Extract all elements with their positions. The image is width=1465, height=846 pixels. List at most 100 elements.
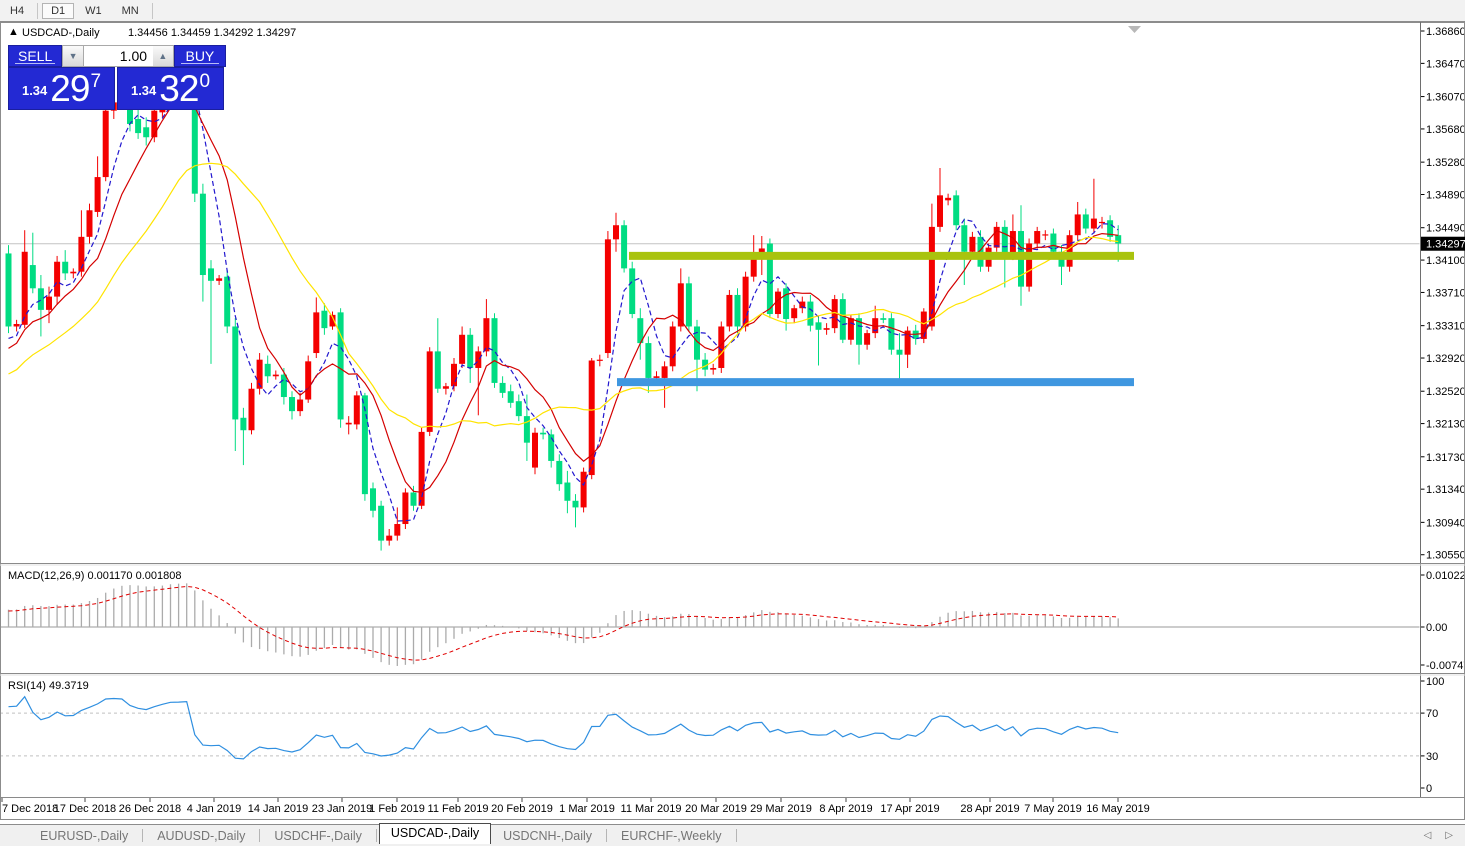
price-axis-label: 1.30550 — [1426, 550, 1465, 562]
rsi-pane — [0, 695, 1420, 760]
buy-price-button[interactable]: 1.34 32 0 — [117, 67, 224, 110]
price-axis-label: 1.32130 — [1426, 419, 1465, 431]
sell-price-prefix: 1.34 — [21, 83, 48, 98]
chart-titles: ▲ USDCAD-,Daily 1.34456 1.34459 1.34292 1.… — [8, 26, 296, 692]
macd-axis-label: 0.010229 — [1426, 570, 1465, 582]
price-axis-label: 1.30940 — [1426, 517, 1465, 529]
date-axis-label: 29 Mar 2019 — [750, 803, 812, 815]
volume-decrease-button[interactable]: ▼ — [62, 45, 84, 67]
tab-divider — [142, 829, 144, 842]
price-axis-label: 1.34100 — [1426, 255, 1465, 267]
price-axis-label: 1.33710 — [1426, 287, 1465, 299]
chart-tab-bar: EURUSD-,Daily AUDUSD-,Daily USDCHF-,Dail… — [0, 823, 1465, 846]
trade-prices-row: 1.34 29 7 1.34 32 0 — [8, 67, 226, 110]
timeframe-w1-button[interactable]: W1 — [85, 4, 102, 17]
date-axis-label: 17 Dec 2018 — [54, 803, 116, 815]
macd-pane — [0, 583, 1420, 666]
date-axis-label: 17 Apr 2019 — [880, 803, 939, 815]
chart-title-ohlc: 1.34456 1.34459 1.34292 1.34297 — [128, 27, 296, 39]
price-axis-label: 1.36860 — [1426, 26, 1465, 38]
timeframe-d1-button[interactable]: D1 — [42, 2, 75, 19]
chart-canvas[interactable]: 1.368601.364701.360701.356801.352801.348… — [0, 22, 1465, 824]
date-axis-label: 26 Dec 2018 — [119, 803, 181, 815]
sell-price-pip: 7 — [90, 71, 102, 92]
sell-price-big: 29 — [50, 68, 90, 109]
price-axis-label: 1.35680 — [1426, 124, 1465, 136]
date-axis-label: 28 Apr 2019 — [960, 803, 1019, 815]
tab-divider — [375, 829, 377, 842]
current-price-tag: 1.34297 — [1421, 236, 1465, 251]
buy-button[interactable]: BUY — [173, 45, 227, 67]
price-axis-label: 1.35280 — [1426, 157, 1465, 169]
sell-price-button[interactable]: 1.34 29 7 — [8, 67, 115, 110]
tab-scroll-right-icon[interactable]: ▷ — [1445, 830, 1453, 841]
macd-label: MACD(12,26,9) 0.001170 0.001808 — [8, 570, 181, 582]
date-axis-label: 4 Jan 2019 — [187, 803, 241, 815]
drawn-lines-layer — [617, 251, 1134, 387]
date-axis-label: 11 Feb 2019 — [428, 803, 489, 815]
rsi-axis-label: 0 — [1426, 783, 1432, 795]
price-axis-label: 1.34890 — [1426, 190, 1465, 202]
rsi-axis-label: 100 — [1426, 676, 1444, 688]
timeframe-toolbar: H4 D1 W1 MN — [0, 0, 1465, 22]
rsi-label: RSI(14) 49.3719 — [8, 680, 89, 692]
chart-window: 1.36860 1.36470 1.36070 1.35680 1.35280 1.348… — [0, 22, 1465, 824]
tab-audusd-daily[interactable]: AUDUSD-,Daily — [157, 828, 246, 843]
chart-title-symbol: USDCAD-,Daily — [22, 27, 100, 39]
volume-increase-button[interactable]: ▲ — [153, 45, 174, 67]
buy-price-big: 32 — [159, 68, 199, 109]
tab-eurchf-weekly[interactable]: EURCHF-,Weekly — [621, 828, 722, 843]
date-axis-label: 14 Jan 2019 — [248, 803, 309, 815]
toolbar-divider — [151, 2, 153, 19]
tab-eurusd-daily[interactable]: EURUSD-,Daily — [40, 828, 129, 843]
macd-axis-label: -0.007477 — [1426, 660, 1465, 672]
collapse-trade-panel-icon[interactable]: ▲ — [8, 26, 19, 38]
tab-usdchf-daily[interactable]: USDCHF-,Daily — [274, 828, 362, 843]
tab-usdcad-daily[interactable]: USDCAD-,Daily — [378, 823, 492, 844]
tab-divider — [259, 829, 261, 842]
macd-axis-label: 0.00 — [1426, 622, 1447, 634]
axes-layer: 1.368601.364701.360701.356801.352801.348… — [0, 22, 1465, 820]
rsi-axis-label: 30 — [1426, 751, 1438, 763]
tab-scroll-controls: ◁ ▷ — [1424, 830, 1465, 841]
price-axis-label: 1.32520 — [1426, 386, 1465, 398]
date-axis-label: 1 Mar 2019 — [559, 803, 615, 815]
buy-price-pip: 0 — [199, 71, 211, 92]
price-axis-label: 1.31340 — [1426, 484, 1465, 496]
moving-averages-layer — [8, 73, 1119, 522]
scroll-to-end-icon[interactable] — [1128, 26, 1141, 33]
current-price-label: 1.34297 — [1426, 239, 1465, 251]
rsi-axis-label: 70 — [1426, 708, 1438, 720]
date-axis-label: 23 Jan 2019 — [312, 803, 373, 815]
price-axis-label: 1.32920 — [1426, 353, 1465, 365]
date-axis-label: 7 May 2019 — [1024, 803, 1081, 815]
spinner-down-icon: ▼ — [68, 51, 78, 61]
sell-button[interactable]: SELL — [8, 45, 63, 67]
trade-controls-row: SELL ▼ 1.00 ▲ BUY — [8, 45, 227, 67]
tab-usdcnh-daily[interactable]: USDCNH-,Daily — [503, 828, 593, 843]
date-axis-label: 20 Mar 2019 — [685, 803, 747, 815]
price-axis-label: 1.36470 — [1426, 58, 1465, 70]
date-axis-label: 11 Mar 2019 — [621, 803, 682, 815]
price-axis-label: 1.34490 — [1426, 223, 1465, 235]
tab-divider — [735, 829, 737, 842]
tab-scroll-left-icon[interactable]: ◁ — [1423, 830, 1432, 841]
buy-button-label: BUY — [185, 48, 215, 64]
date-axis-label: 20 Feb 2019 — [491, 803, 553, 815]
date-axis-label: 1 Feb 2019 — [369, 803, 425, 815]
timeframe-h4-button[interactable]: H4 — [10, 4, 25, 17]
volume-input[interactable]: 1.00 — [83, 45, 154, 67]
sell-button-label: SELL — [17, 48, 53, 64]
buy-price-prefix: 1.34 — [130, 83, 157, 98]
price-axis-label: 1.36070 — [1426, 92, 1465, 104]
toolbar-divider — [37, 2, 39, 19]
date-axis-label: 16 May 2019 — [1086, 803, 1150, 815]
spinner-up-icon: ▲ — [158, 51, 168, 61]
tab-divider — [606, 829, 608, 842]
candles-layer — [5, 49, 1122, 551]
date-axis-label: 8 Apr 2019 — [819, 803, 872, 815]
date-axis-label: 7 Dec 2018 — [2, 803, 58, 815]
timeframe-mn-button[interactable]: MN — [121, 4, 139, 17]
one-click-trading-panel: SELL ▼ 1.00 ▲ BUY 1.34 29 7 — [8, 45, 227, 110]
